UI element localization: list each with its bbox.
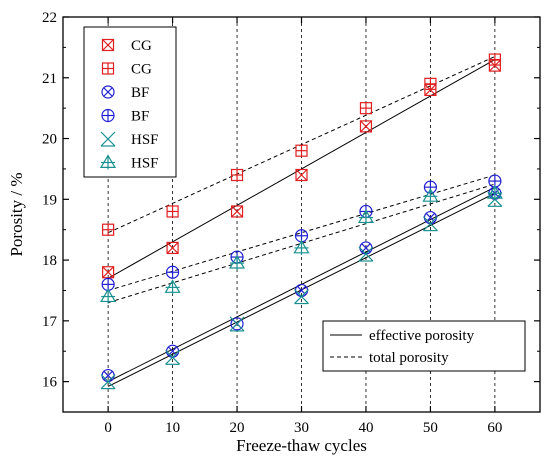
legend-label-1: CG: [131, 62, 152, 78]
point-hsf-effective-2: [229, 316, 245, 332]
line-legend-box: [322, 320, 526, 372]
point-hsf-total-3: [293, 239, 310, 255]
point-cg-total-3: [295, 144, 308, 157]
point-bf-total-1: [165, 265, 180, 279]
data-points: [100, 53, 503, 390]
fit-line-hsf-total: [107, 183, 496, 304]
point-cg-effective-3: [295, 168, 308, 182]
y-tick-label-6: 22: [42, 10, 57, 26]
legend-label-3: BF: [131, 109, 149, 125]
legend-marker-4: [100, 131, 116, 147]
point-cg-total-5: [424, 77, 437, 90]
x-tick-label-3: 30: [294, 420, 309, 436]
point-hsf-total-1: [164, 279, 181, 295]
legend-label-0: CG: [131, 38, 152, 54]
point-cg-effective-0: [102, 266, 115, 279]
point-cg-total-1: [166, 205, 179, 218]
x-tick-label-6: 60: [487, 420, 502, 436]
legend-marker-3: [101, 108, 115, 123]
point-hsf-total-0: [100, 288, 117, 304]
x-tick-label-0: 0: [104, 420, 112, 436]
x-tick-label-1: 10: [165, 420, 180, 436]
point-cg-effective-2: [230, 205, 244, 218]
point-hsf-effective-4: [358, 246, 374, 262]
x-tick-label-4: 40: [358, 420, 373, 436]
marker-legend-box: [83, 26, 177, 178]
legend-label-4: HSF: [131, 132, 159, 148]
y-tick-label-4: 20: [42, 132, 57, 148]
point-hsf-effective-0: [100, 374, 116, 390]
point-hsf-effective-5: [422, 216, 438, 232]
y-axis-title: Porosity / %: [7, 172, 26, 256]
point-cg-total-2: [230, 168, 244, 182]
legend-marker-2: [101, 85, 115, 99]
point-hsf-total-2: [228, 254, 246, 271]
point-hsf-effective-1: [165, 349, 181, 365]
y-tick-label-1: 17: [42, 314, 58, 330]
point-cg-effective-4: [359, 120, 373, 133]
y-tick-label-0: 16: [42, 375, 58, 391]
y-tick-label-2: 18: [42, 253, 57, 269]
x-tick-label-2: 20: [230, 420, 245, 436]
legend-marker-5: [99, 154, 117, 170]
legend-label-5: HSF: [131, 156, 159, 172]
marker-legend: CG CG BF BF HSF HSF: [83, 26, 177, 178]
point-cg-total-0: [102, 223, 115, 236]
legend-marker-1: [101, 62, 115, 75]
point-hsf-total-6: [486, 185, 503, 201]
axis-ticks: 0 10 20 30 40 50 60 16 17 18 19 20 21 22: [42, 10, 540, 436]
line-style-legend: effective porosity total porosity: [322, 320, 526, 372]
point-cg-total-4: [359, 102, 373, 115]
x-axis-title: Freeze-thaw cycles: [236, 436, 367, 455]
point-hsf-total-5: [422, 188, 439, 204]
point-hsf-total-4: [357, 209, 375, 225]
point-cg-effective-1: [166, 241, 179, 255]
line-legend-label-1: total porosity: [369, 350, 449, 366]
y-tick-label-5: 21: [42, 71, 57, 87]
legend-marker-0: [101, 38, 115, 52]
line-legend-label-0: effective porosity: [369, 328, 475, 344]
x-tick-label-5: 50: [423, 420, 438, 436]
y-tick-label-3: 19: [42, 192, 57, 208]
point-hsf-effective-3: [294, 289, 309, 305]
legend-label-2: BF: [131, 85, 149, 101]
point-cg-total-6: [488, 53, 501, 66]
